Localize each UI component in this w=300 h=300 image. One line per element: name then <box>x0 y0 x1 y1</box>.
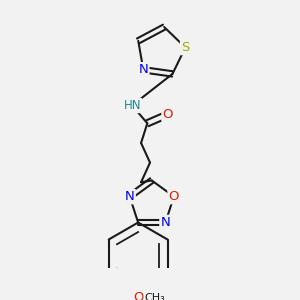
Text: O: O <box>163 108 173 121</box>
Text: O: O <box>169 190 179 203</box>
Text: N: N <box>139 63 148 76</box>
Text: N: N <box>125 190 135 203</box>
Text: N: N <box>160 216 170 229</box>
Text: O: O <box>133 291 143 300</box>
Text: S: S <box>181 41 190 54</box>
Text: CH₃: CH₃ <box>145 292 166 300</box>
Text: HN: HN <box>123 99 141 112</box>
